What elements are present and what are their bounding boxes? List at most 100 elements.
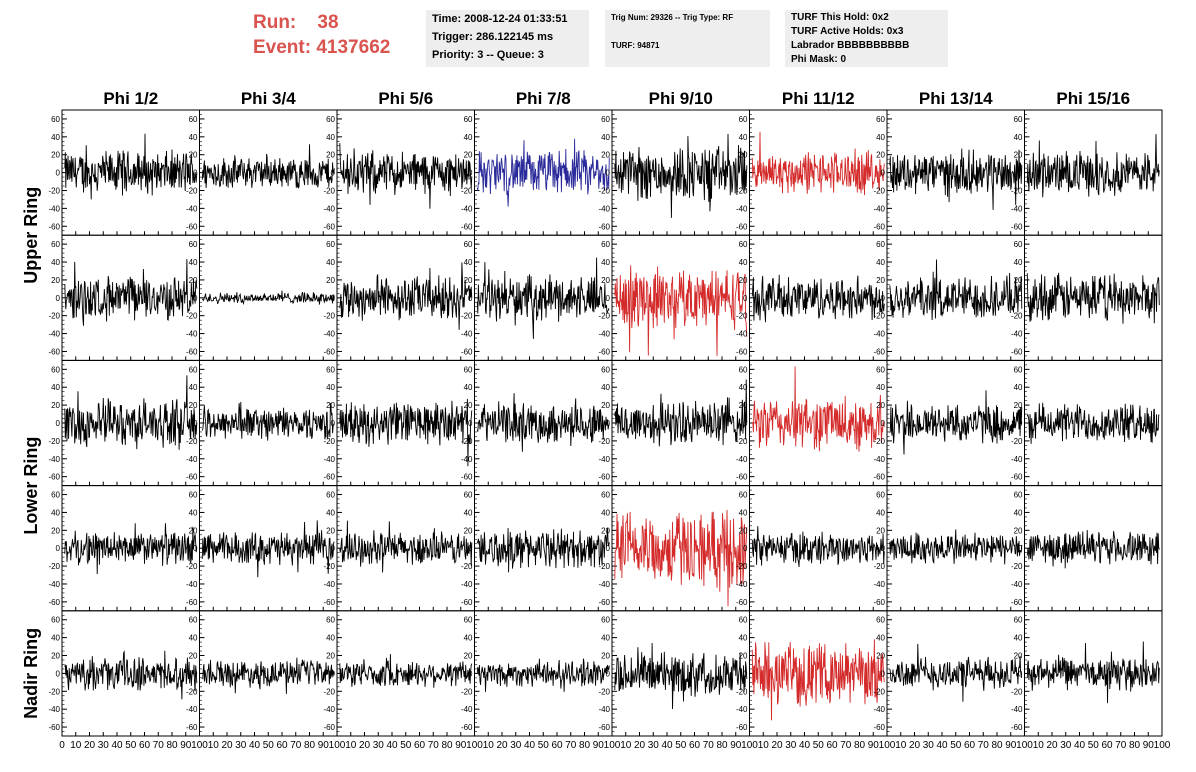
y-tick-label: 40: [739, 258, 748, 267]
trigger-text: Trigger: 286.122145 ms: [432, 31, 554, 43]
y-tick-label: 0: [606, 669, 611, 678]
waveform-trace: [64, 523, 198, 575]
y-tick-label: -20: [323, 186, 335, 195]
y-tick-label: 0: [606, 419, 611, 428]
y-tick-label: 20: [51, 652, 60, 661]
x-tick-label: 10: [345, 740, 357, 751]
y-tick-label: 40: [464, 133, 473, 142]
y-tick-label: 40: [739, 133, 748, 142]
y-tick-label: 40: [189, 634, 198, 643]
y-tick-label: -40: [461, 330, 473, 339]
run-event-header: Run: 38 Event: 4137662: [253, 10, 390, 60]
y-tick-label: -20: [873, 437, 885, 446]
y-tick-label: -20: [461, 687, 473, 696]
y-tick-label: 20: [189, 652, 198, 661]
y-tick-label: -60: [461, 723, 473, 732]
y-tick-label: 60: [464, 491, 473, 500]
y-tick-label: -20: [1011, 186, 1023, 195]
event-value: 4137662: [316, 37, 391, 58]
x-tick-label: 30: [1060, 740, 1072, 751]
x-tick-label: 10: [1033, 740, 1045, 751]
y-tick-label: -40: [461, 580, 473, 589]
y-tick-label: 60: [326, 491, 335, 500]
y-tick-label: -20: [598, 186, 610, 195]
y-tick-label: 40: [876, 133, 885, 142]
y-tick-label: -60: [598, 347, 610, 356]
y-tick-label: -20: [186, 687, 198, 696]
y-tick-label: 0: [881, 544, 886, 553]
y-tick-label: -40: [48, 455, 60, 464]
y-tick-label: -40: [323, 580, 335, 589]
trigger-info-box: Time: 2008-12-24 01:33:51 Trigger: 286.1…: [426, 10, 589, 67]
x-tick-label: 40: [936, 740, 948, 751]
y-tick-label: -20: [461, 186, 473, 195]
y-tick-label: 0: [331, 294, 336, 303]
x-tick-label: 80: [579, 740, 591, 751]
y-tick-label: -20: [323, 437, 335, 446]
y-tick-label: 20: [189, 151, 198, 160]
priority-text: Priority: 3 -- Queue: 3: [432, 49, 544, 61]
y-tick-label: 60: [51, 115, 60, 124]
y-tick-label: -40: [598, 580, 610, 589]
y-tick-label: 20: [1014, 652, 1023, 661]
y-tick-label: -40: [736, 455, 748, 464]
y-tick-label: -20: [323, 687, 335, 696]
event-line: Event: 4137662: [253, 35, 390, 60]
y-tick-label: -40: [736, 705, 748, 714]
y-tick-label: -40: [736, 330, 748, 339]
waveform-trace: [751, 131, 885, 196]
waveform-trace: [339, 262, 473, 330]
y-tick-label: -40: [598, 455, 610, 464]
y-tick-label: -40: [48, 705, 60, 714]
y-tick-label: -40: [461, 455, 473, 464]
y-tick-label: 0: [1018, 544, 1023, 553]
y-tick-label: 60: [326, 365, 335, 374]
y-tick-label: 40: [464, 634, 473, 643]
x-tick-label: 90: [1143, 740, 1155, 751]
y-tick-label: 60: [51, 491, 60, 500]
waveform-trace: [201, 290, 335, 306]
y-tick-label: 60: [326, 616, 335, 625]
y-tick-label: 0: [468, 294, 473, 303]
waveform-trace: [614, 509, 748, 607]
waveform-trace: [889, 148, 1023, 210]
x-tick-label: 60: [1101, 740, 1113, 751]
y-tick-label: -40: [461, 204, 473, 213]
x-tick-label: 60: [964, 740, 976, 751]
y-tick-label: -40: [1011, 705, 1023, 714]
waveform-trace: [614, 265, 748, 356]
y-tick-label: 60: [876, 491, 885, 500]
waveform-trace: [476, 527, 610, 573]
y-tick-label: 0: [743, 669, 748, 678]
y-tick-label: 20: [601, 401, 610, 410]
y-tick-label: 40: [326, 634, 335, 643]
x-tick-label: 30: [373, 740, 385, 751]
y-tick-label: -40: [186, 204, 198, 213]
column-header-3: Phi 5/6: [378, 89, 433, 108]
y-tick-label: 60: [1014, 491, 1023, 500]
y-tick-label: 0: [56, 169, 61, 178]
x-tick-label: 60: [276, 740, 288, 751]
x-tick-label: 60: [414, 740, 426, 751]
ring-label-3: Nadir Ring: [21, 628, 41, 719]
y-tick-label: 60: [1014, 616, 1023, 625]
y-tick-label: 60: [739, 491, 748, 500]
y-tick-label: -20: [186, 186, 198, 195]
x-tick-label: 50: [813, 740, 825, 751]
trig-num-box: Trig Num: 29326 -- Trig Type: RF TURF: 9…: [605, 10, 770, 67]
y-tick-label: -60: [598, 598, 610, 607]
y-tick-label: 0: [606, 544, 611, 553]
x-tick-label: 70: [428, 740, 440, 751]
x-tick-label: 20: [909, 740, 921, 751]
run-label: Run:: [253, 12, 297, 33]
x-tick-label: 20: [771, 740, 783, 751]
x-tick-label: 30: [648, 740, 660, 751]
y-tick-label: 60: [189, 491, 198, 500]
y-tick-label: -40: [323, 204, 335, 213]
waveform-trace: [339, 520, 473, 573]
y-tick-label: 20: [739, 151, 748, 160]
y-tick-label: 40: [1014, 508, 1023, 517]
y-tick-label: 60: [876, 240, 885, 249]
x-tick-label: 40: [249, 740, 261, 751]
waveform-trace: [476, 393, 610, 452]
